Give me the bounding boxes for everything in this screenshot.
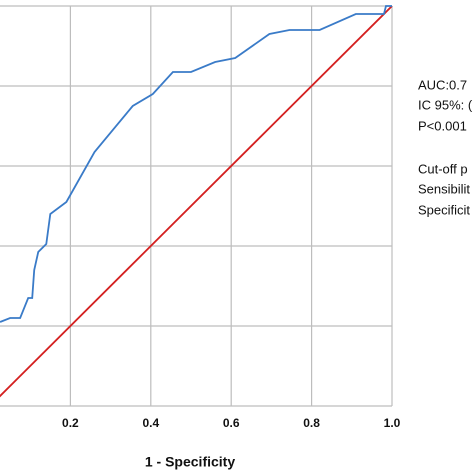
x-tick-label: 0.6 [223, 416, 240, 430]
annotation: AUC:0.7 [418, 77, 467, 92]
annotation: IC 95%: ( [418, 97, 473, 112]
x-axis-label: 1 - Specificity [145, 454, 235, 470]
x-tick-label: 0.2 [62, 416, 79, 430]
line-series [0, 5, 393, 398]
x-tick-label: 1.0 [384, 416, 401, 430]
annotation: Specificit [418, 202, 470, 217]
annotation: Cut-off p [418, 161, 468, 176]
x-tick-label: 0.8 [303, 416, 320, 430]
x-tick-label: 0.4 [142, 416, 159, 430]
annotation: Sensibilit [418, 181, 470, 196]
line-series [0, 5, 392, 323]
annotation: P<0.001 [418, 118, 467, 133]
